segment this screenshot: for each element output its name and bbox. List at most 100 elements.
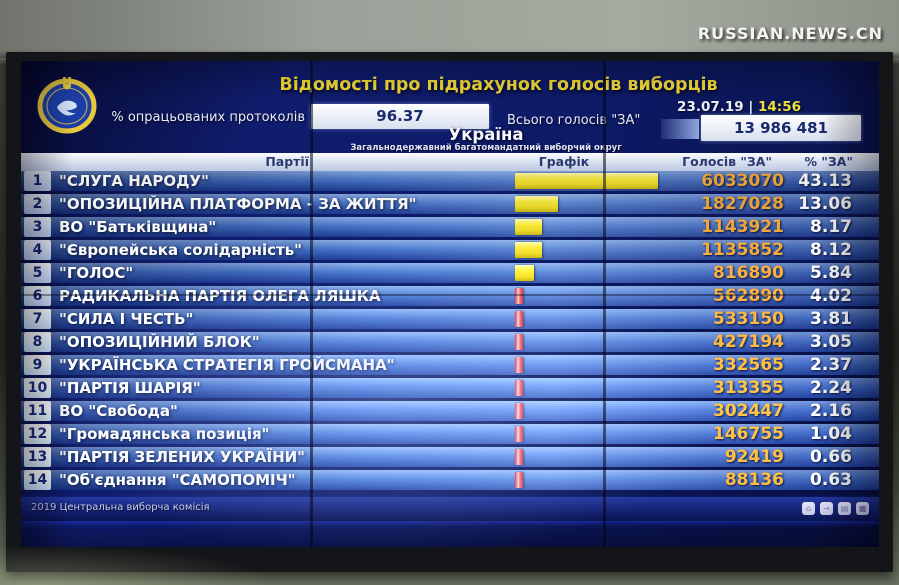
percent-value: 3.05 — [810, 332, 852, 352]
vote-bar — [515, 265, 534, 281]
row-number: 7 — [24, 309, 51, 329]
column-percent: % "ЗА" — [804, 154, 853, 169]
row-number: 3 — [24, 217, 51, 237]
vote-bar — [515, 472, 523, 488]
party-name: ВО "Батьківщина" — [59, 218, 217, 236]
printer-icon[interactable]: ▤ — [838, 502, 851, 515]
party-row: 8 "ОПОЗИЦІЙНИЙ БЛОК" 427194 3.05 — [21, 332, 879, 352]
video-wall-frame: Відомості про підрахунок голосів виборці… — [6, 52, 893, 572]
votes-value: 533150 — [713, 309, 784, 329]
row-number: 13 — [24, 447, 51, 467]
floor-highlight — [0, 545, 280, 585]
votes-value: 313355 — [713, 378, 784, 398]
row-number: 12 — [24, 424, 51, 444]
panel-seam-vertical-left — [310, 61, 313, 547]
region-name: Україна — [448, 125, 524, 144]
party-row: 7 "СИЛА І ЧЕСТЬ" 533150 3.81 — [21, 309, 879, 329]
votes-value: 427194 — [713, 332, 784, 352]
vote-bar — [515, 449, 523, 465]
votes-value: 1827028 — [701, 194, 784, 214]
party-name: "Європейська солідарність" — [59, 241, 302, 259]
datetime-separator: | — [748, 99, 754, 115]
news-watermark: RUSSIAN.NEWS.CN — [697, 24, 883, 43]
votes-value: 816890 — [713, 263, 784, 283]
party-name: "СЛУГА НАРОДУ" — [59, 172, 209, 190]
row-number: 11 — [24, 401, 51, 421]
results-screen: Відомості про підрахунок голосів виборці… — [21, 61, 879, 547]
stop-icon[interactable]: ■ — [856, 502, 869, 515]
party-row: 1 "СЛУГА НАРОДУ" 6033070 43.13 — [21, 171, 879, 191]
percent-value: 13.06 — [798, 194, 852, 214]
party-name: "ПАРТІЯ ЗЕЛЕНИХ УКРАЇНИ" — [59, 448, 305, 466]
percent-value: 4.02 — [810, 286, 852, 306]
row-number: 5 — [24, 263, 51, 283]
date-value: 23.07.19 — [677, 99, 744, 115]
footer-buttons: ⌂ → ▤ ■ — [802, 502, 869, 515]
column-graph: Графік — [538, 154, 590, 169]
panel-seam-vertical-right — [603, 61, 606, 547]
percent-value: 8.12 — [810, 240, 852, 260]
party-name: РАДИКАЛЬНА ПАРТІЯ ОЛЕГА ЛЯШКА — [59, 287, 381, 305]
party-row: 2 "ОПОЗИЦІЙНА ПЛАТФОРМА - ЗА ЖИТТЯ" 1827… — [21, 194, 879, 214]
percent-value: 8.17 — [810, 217, 852, 237]
percent-value: 0.66 — [810, 447, 852, 467]
percent-value: 2.16 — [810, 401, 852, 421]
total-votes-label: Всього голосів "ЗА" — [507, 113, 641, 128]
percent-value: 3.81 — [810, 309, 852, 329]
votes-value: 6033070 — [701, 171, 784, 191]
party-name: "ОПОЗИЦІЙНА ПЛАТФОРМА - ЗА ЖИТТЯ" — [59, 195, 417, 213]
percent-value: 43.13 — [798, 171, 852, 191]
percent-value: 2.24 — [810, 378, 852, 398]
party-row: 4 "Європейська солідарність" 1135852 8.1… — [21, 240, 879, 260]
protocols-value-box: 96.37 — [311, 104, 489, 129]
vote-bar — [515, 334, 523, 350]
percent-value: 0.63 — [810, 470, 852, 490]
row-number: 8 — [24, 332, 51, 352]
column-header-row: Партії Графік Голосів "ЗА" % "ЗА" — [21, 153, 879, 171]
party-row: 10 "ПАРТІЯ ШАРІЯ" 313355 2.24 — [21, 378, 879, 398]
row-number: 6 — [24, 286, 51, 306]
cec-emblem-icon — [37, 77, 97, 134]
row-number: 1 — [24, 171, 51, 191]
party-name: "ПАРТІЯ ШАРІЯ" — [59, 379, 201, 397]
party-row: 3 ВО "Батьківщина" 1143921 8.17 — [21, 217, 879, 237]
region-subtitle: Загальнодержавний багатомандатний виборч… — [350, 143, 622, 153]
footer-copyright: 2019 Центральна виборча комісія — [31, 502, 210, 513]
votes-value: 1143921 — [701, 217, 784, 237]
row-number: 14 — [24, 470, 51, 490]
party-name: "ОПОЗИЦІЙНИЙ БЛОК" — [59, 333, 260, 351]
party-name: ВО "Свобода" — [59, 402, 178, 420]
percent-value: 2.37 — [810, 355, 852, 375]
vote-bar — [515, 426, 523, 442]
footer-bar: 2019 Центральна виборча комісія ⌂ → ▤ ■ — [21, 497, 879, 521]
votes-value: 332565 — [713, 355, 784, 375]
votes-value: 92419 — [724, 447, 784, 467]
vote-bar — [515, 403, 523, 419]
datetime: 23.07.19 | 14:56 — [677, 99, 801, 115]
rows-container: 1 "СЛУГА НАРОДУ" 6033070 43.13 2 "ОПОЗИЦ… — [21, 171, 879, 493]
votes-value: 1135852 — [701, 240, 784, 260]
vote-bar — [515, 173, 658, 189]
column-votes: Голосів "ЗА" — [682, 154, 772, 169]
party-name: "УКРАЇНСЬКА СТРАТЕГІЯ ГРОЙСМАНА" — [59, 356, 395, 374]
arrow-icon[interactable]: → — [820, 502, 833, 515]
vote-bar — [515, 380, 523, 396]
time-value: 14:56 — [758, 99, 801, 115]
party-name: "Громадянська позиція" — [59, 425, 270, 443]
row-number: 9 — [24, 355, 51, 375]
vote-bar — [515, 357, 523, 373]
votes-value: 302447 — [713, 401, 784, 421]
party-row: 13 "ПАРТІЯ ЗЕЛЕНИХ УКРАЇНИ" 92419 0.66 — [21, 447, 879, 467]
vote-bar — [515, 196, 558, 212]
votes-value: 562890 — [713, 286, 784, 306]
home-icon[interactable]: ⌂ — [802, 502, 815, 515]
party-row: 11 ВО "Свобода" 302447 2.16 — [21, 401, 879, 421]
votes-value: 146755 — [713, 424, 784, 444]
column-party: Партії — [265, 154, 309, 169]
row-number: 2 — [24, 194, 51, 214]
vote-bar — [515, 219, 542, 235]
party-name: "Об'єднання "САМОПОМІЧ" — [59, 471, 296, 489]
party-row: 6 РАДИКАЛЬНА ПАРТІЯ ОЛЕГА ЛЯШКА 562890 4… — [21, 286, 879, 306]
votes-value: 88136 — [724, 470, 784, 490]
